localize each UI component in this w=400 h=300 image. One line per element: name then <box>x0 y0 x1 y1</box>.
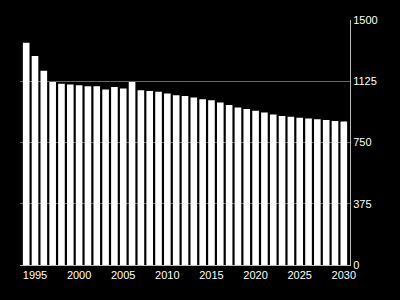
svg-text:2010: 2010 <box>155 269 179 281</box>
svg-text:2020: 2020 <box>243 269 267 281</box>
svg-text:2025: 2025 <box>287 269 311 281</box>
svg-text:2030: 2030 <box>332 269 356 281</box>
svg-text:1995: 1995 <box>23 269 47 281</box>
svg-text:1500: 1500 <box>353 14 377 26</box>
svg-text:2005: 2005 <box>111 269 135 281</box>
svg-text:0: 0 <box>353 259 359 271</box>
svg-text:1125: 1125 <box>353 75 377 87</box>
svg-text:2015: 2015 <box>199 269 223 281</box>
svg-text:375: 375 <box>353 198 371 210</box>
svg-text:750: 750 <box>353 136 371 148</box>
svg-text:2000: 2000 <box>67 269 91 281</box>
